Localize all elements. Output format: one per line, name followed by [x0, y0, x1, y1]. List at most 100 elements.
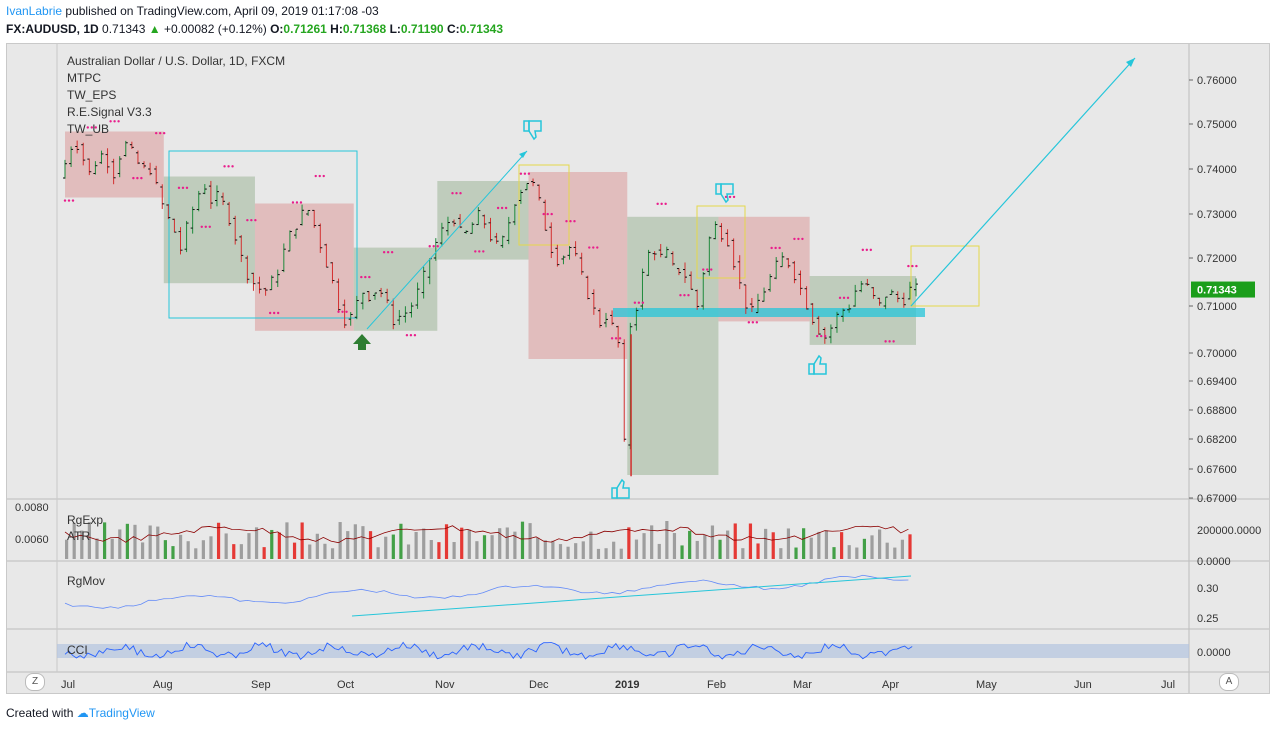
signal-dot — [569, 220, 572, 223]
signal-dot — [318, 174, 321, 178]
chart-title: Australian Dollar / U.S. Dollar, 1D, FXC… — [67, 54, 286, 68]
signal-dot — [254, 218, 257, 222]
signal-dot — [200, 225, 203, 228]
cci-tick-label: 0.0000 — [1197, 647, 1231, 659]
change-arrow-icon: ▲ — [148, 22, 161, 36]
volume-bar — [285, 522, 289, 559]
signal-dot — [774, 246, 777, 250]
price-tick-label: 0.67000 — [1197, 493, 1237, 505]
signal-dot — [884, 340, 887, 343]
indicator-tw-ub[interactable]: TW_UB — [67, 122, 109, 136]
signal-dot — [409, 334, 413, 337]
volume-bar — [148, 525, 152, 559]
close-label: C: — [446, 22, 460, 36]
time-tick-label: Jul — [1161, 679, 1175, 691]
volume-bar — [384, 536, 388, 559]
volume-bar — [817, 531, 821, 559]
signal-dot — [687, 294, 690, 297]
last-price-label: 0.71343 — [1197, 285, 1237, 297]
time-tick-label: Nov — [435, 679, 455, 691]
signal-dot — [797, 237, 800, 241]
low-value: 0.71190 — [400, 22, 444, 36]
volume-bar — [163, 540, 167, 559]
auto-scale-button[interactable]: A — [1219, 673, 1239, 691]
signal-dot — [550, 212, 553, 216]
volume-bar — [156, 526, 160, 559]
volume-bar — [429, 539, 433, 559]
open-value: 0.71261 — [283, 22, 327, 36]
volume-bar — [72, 522, 76, 559]
indicator-re-signal[interactable]: R.E.Signal V3.3 — [67, 105, 152, 119]
projection-arrow — [910, 57, 1136, 307]
signal-dot — [618, 337, 622, 340]
signal-dot — [861, 248, 865, 252]
volume-bar — [862, 538, 867, 559]
indicator-tw-eps[interactable]: TW_EPS — [67, 88, 117, 102]
signal-dot — [177, 186, 181, 190]
signal-dot — [474, 250, 477, 253]
tradingview-logo-icon[interactable]: ☁ — [76, 706, 89, 720]
chart-svg[interactable]: 0.76000 0.75000 0.74000 0.73000 0.72000 0.710… — [7, 44, 1269, 693]
signal-dot — [869, 248, 873, 252]
signal-dot — [751, 321, 755, 324]
cci-label[interactable]: CCI — [67, 643, 88, 657]
signal-dot — [565, 220, 568, 223]
volume-bar — [460, 527, 464, 559]
volume-bar — [194, 548, 198, 559]
signal-dot — [451, 191, 454, 195]
volume-bar — [771, 532, 775, 559]
rgexp-label[interactable]: RgExp — [67, 513, 104, 527]
signal-dot — [158, 131, 162, 135]
volume-bar — [779, 548, 783, 559]
time-tick-label: Sep — [251, 679, 271, 691]
indicator-mtpc[interactable]: MTPC — [67, 71, 101, 85]
volume-bar — [247, 533, 251, 559]
signal-dot — [504, 206, 508, 210]
price-tick-label: 0.68800 — [1197, 405, 1237, 417]
volume-bar — [536, 537, 540, 559]
time-tick-label: Jul — [61, 679, 75, 691]
volume-bar — [908, 534, 912, 559]
high-label: H: — [330, 22, 343, 36]
signal-dot — [208, 225, 211, 228]
price-tick-label: 0.68200 — [1197, 434, 1237, 446]
signal-dot — [865, 248, 869, 252]
volume-bar — [558, 544, 563, 559]
signal-dot — [428, 245, 431, 248]
signal-dot — [322, 174, 325, 178]
vol-left-tick-2: 0.0060 — [15, 534, 49, 546]
chart-frame[interactable]: 0.76000 0.75000 0.74000 0.73000 0.72000 0.710… — [6, 43, 1270, 694]
zoom-reset-button[interactable]: Z — [25, 673, 45, 691]
author-link[interactable]: IvanLabrie — [6, 4, 63, 18]
signal-dot — [519, 172, 523, 175]
signal-dot — [500, 206, 504, 210]
signal-dot — [824, 334, 827, 338]
thumbs-down-icon — [523, 120, 542, 141]
volume-bar — [406, 544, 411, 559]
signal-dot — [679, 294, 682, 297]
tradingview-link[interactable]: TradingView — [88, 706, 155, 720]
signal-dot — [63, 199, 67, 202]
signal-dot — [345, 310, 348, 314]
volume-bar — [695, 540, 699, 559]
signal-dot — [596, 246, 599, 249]
signal-dot — [455, 191, 458, 195]
signal-dot — [527, 172, 531, 175]
signal-dot — [801, 237, 804, 241]
volume-bar — [186, 541, 190, 559]
signal-dot — [413, 334, 417, 337]
signal-dot — [820, 334, 823, 338]
signal-dot — [185, 186, 189, 190]
volume-bar — [330, 548, 335, 559]
signal-dot — [747, 321, 751, 324]
signal-dot — [295, 201, 299, 204]
atr-label[interactable]: ATR — [67, 529, 91, 543]
rgmov-label[interactable]: RgMov — [67, 574, 106, 588]
signal-dot — [546, 212, 549, 216]
signal-dot — [432, 245, 435, 248]
symbol-label: FX:AUDUSD, 1D — [6, 22, 99, 36]
volume-bar — [657, 543, 661, 559]
volume-bar — [361, 526, 365, 559]
signal-dot — [610, 337, 614, 340]
signal-dot — [911, 264, 914, 268]
